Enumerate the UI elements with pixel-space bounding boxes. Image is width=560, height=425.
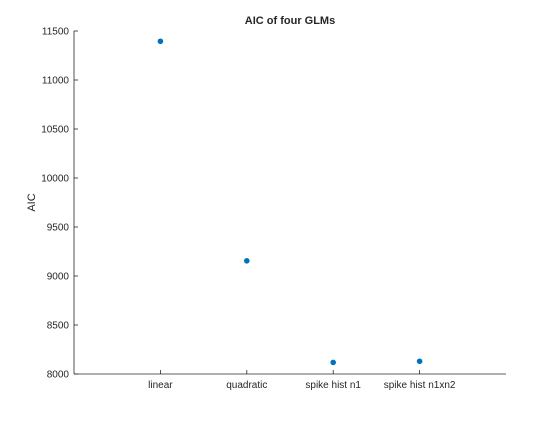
plot-area: 8000 8500 9000 9500 10000 10500 11000 11500 line… [41,27,506,391]
x-tick-label: spike hist n1xn2 [384,380,456,391]
x-tick-label: linear [148,380,173,391]
data-point [330,359,337,366]
y-tick-label: 11000 [42,76,70,87]
chart-title: AIC of four GLMs [245,15,335,27]
data-point [416,358,423,365]
x-tick-label: quadratic [226,380,267,391]
data-point [157,38,164,45]
y-tick-label: 10000 [41,174,69,185]
y-tick-label: 10500 [41,125,69,136]
y-tick-label: 8000 [47,370,70,381]
data-point [244,258,250,264]
y-tick-label: 9000 [47,272,70,283]
y-tick-label: 8500 [47,321,70,332]
y-tick-label: 9500 [47,223,70,234]
x-tick-label: spike hist n1 [305,380,361,391]
y-tick-label: 11500 [42,27,70,38]
y-axis-label: AIC [26,193,38,211]
